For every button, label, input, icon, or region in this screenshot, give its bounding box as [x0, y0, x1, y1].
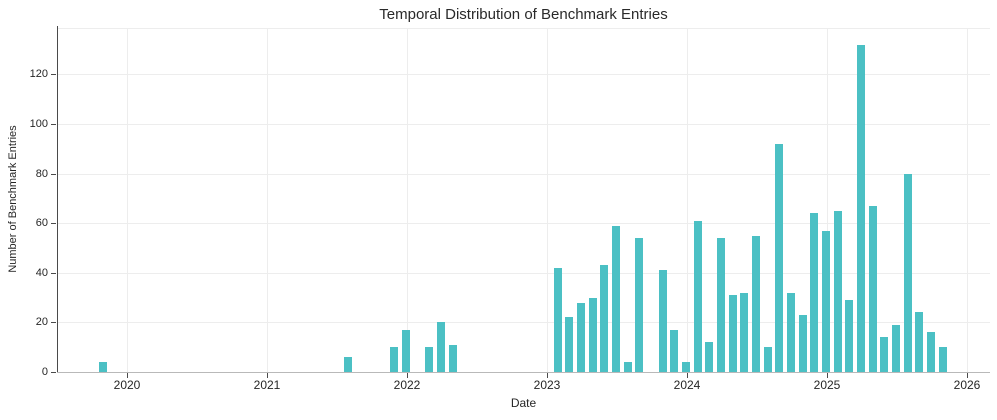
x-tick-label: 2020 [113, 378, 141, 392]
bar-2024-11 [798, 314, 807, 372]
bar-2025-01 [822, 230, 830, 372]
bar-2023-03 [565, 317, 574, 372]
v-gridline [827, 28, 828, 372]
bar-2025-06 [880, 337, 889, 372]
bar-2024-10 [787, 292, 795, 372]
bar-2024-09 [775, 143, 784, 372]
v-gridline [687, 28, 688, 372]
v-gridline [407, 28, 408, 372]
x-tick-mark [827, 373, 828, 378]
x-tick-mark [267, 373, 268, 378]
x-tick-mark [687, 373, 688, 378]
y-tick-label: 0 [41, 366, 48, 378]
bar-2025-09 [915, 312, 924, 372]
bar-2022-05 [448, 344, 457, 372]
bar-2023-09 [635, 238, 644, 372]
bar-2022-01 [402, 329, 410, 372]
bar-2025-03 [845, 300, 854, 372]
v-gridline [967, 28, 968, 372]
bar-2019-11 [98, 362, 107, 372]
bar-2025-02 [833, 210, 842, 372]
bar-2023-11 [658, 270, 667, 372]
bar-2024-03 [705, 342, 714, 372]
y-tick-label: 100 [29, 118, 48, 130]
y-tick-mark [51, 372, 56, 373]
x-tick-label: 2023 [533, 378, 561, 392]
x-tick-label: 2026 [953, 378, 981, 392]
bar-2025-08 [903, 173, 912, 372]
y-axis-line [57, 26, 58, 373]
x-tick-label: 2024 [673, 378, 701, 392]
y-tick-mark [51, 223, 56, 224]
bar-2021-12 [390, 347, 399, 372]
x-tick-label: 2021 [253, 378, 281, 392]
bar-2023-08 [623, 362, 632, 372]
x-tick-mark [127, 373, 128, 378]
y-tick-label: 120 [29, 68, 48, 80]
bar-2023-12 [670, 329, 679, 372]
bar-2023-02 [553, 267, 562, 372]
y-tick-label: 60 [35, 217, 48, 229]
bar-2023-07 [612, 225, 620, 372]
y-tick-mark [51, 174, 56, 175]
bar-2023-05 [588, 297, 597, 372]
bar-2025-05 [868, 205, 877, 372]
y-tick-mark [51, 322, 56, 323]
x-tick-mark [547, 373, 548, 378]
bar-2024-02 [693, 220, 702, 372]
bar-2022-03 [425, 347, 434, 372]
x-tick-mark [407, 373, 408, 378]
v-gridline [267, 28, 268, 372]
x-tick-label: 2025 [813, 378, 841, 392]
h-gridline [57, 322, 990, 323]
x-axis-title: Date [510, 396, 537, 410]
bar-2024-08 [763, 347, 772, 372]
bar-2025-07 [892, 324, 900, 372]
h-gridline [57, 74, 990, 75]
y-tick-mark [51, 74, 56, 75]
v-gridline [547, 28, 548, 372]
bar-2025-10 [927, 332, 935, 372]
bar-2024-12 [810, 213, 819, 372]
y-tick-mark [51, 124, 56, 125]
x-tick-mark [967, 373, 968, 378]
bar-2024-06 [740, 292, 749, 372]
bar-2024-07 [752, 235, 760, 372]
x-tick-label: 2022 [393, 378, 421, 392]
plot-top-border [57, 28, 990, 29]
bar-2024-01 [682, 362, 690, 372]
bar-2025-04 [857, 44, 865, 372]
bar-2025-11 [938, 347, 947, 372]
h-gridline [57, 223, 990, 224]
bar-2023-06 [600, 265, 609, 372]
x-axis-line [57, 372, 990, 373]
h-gridline [57, 273, 990, 274]
bar-2023-04 [577, 302, 585, 372]
h-gridline [57, 174, 990, 175]
y-tick-mark [51, 273, 56, 274]
chart-title: Temporal Distribution of Benchmark Entri… [379, 6, 668, 23]
y-tick-label: 40 [35, 267, 48, 279]
y-tick-label: 80 [35, 168, 48, 180]
bar-2024-04 [717, 238, 725, 372]
bar-2024-05 [728, 295, 737, 372]
v-gridline [127, 28, 128, 372]
y-tick-label: 20 [35, 316, 48, 328]
bar-2021-08 [343, 357, 352, 372]
bar-2022-04 [437, 322, 445, 372]
h-gridline [57, 124, 990, 125]
